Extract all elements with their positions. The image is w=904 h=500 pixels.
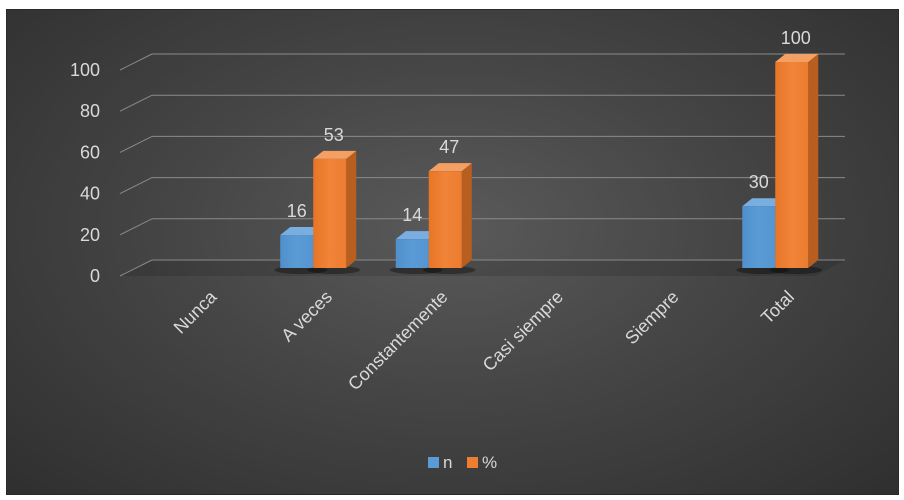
data-label: 100 xyxy=(781,28,811,48)
x-category-label: Nunca xyxy=(170,286,222,338)
bar-percent xyxy=(428,171,462,268)
data-label: 53 xyxy=(324,125,344,145)
bar-side xyxy=(346,150,357,268)
bar-top xyxy=(395,231,439,240)
x-category-label: Siempre xyxy=(621,287,683,349)
y-tick-label: 0 xyxy=(90,266,100,286)
x-category-label: Casi siempre xyxy=(479,287,567,375)
data-label: 47 xyxy=(439,137,459,157)
gridline-depth xyxy=(119,53,153,71)
x-category-label: Constantemente xyxy=(344,287,452,395)
y-tick-label: 80 xyxy=(80,101,100,121)
data-label: 30 xyxy=(749,172,769,192)
legend-swatch-n xyxy=(428,457,439,468)
gridline-depth xyxy=(119,177,153,195)
bar-top xyxy=(742,198,786,207)
chart-floor xyxy=(120,260,845,276)
legend-label: % xyxy=(482,453,497,472)
bar-side xyxy=(461,163,472,268)
bar-top xyxy=(775,54,819,62)
bar-percent xyxy=(775,62,809,268)
bar-n xyxy=(742,206,776,268)
x-category-label: A veces xyxy=(277,287,336,346)
data-label: 16 xyxy=(287,201,307,221)
legend-label: n xyxy=(443,453,452,472)
data-label: 14 xyxy=(402,205,422,225)
gridline-depth xyxy=(119,259,153,277)
bar-top xyxy=(428,163,472,172)
y-tick-label: 60 xyxy=(80,142,100,162)
bar-n xyxy=(280,235,314,268)
y-tick-label: 100 xyxy=(70,60,100,80)
bar-side xyxy=(808,54,819,268)
gridline-depth xyxy=(119,135,153,153)
gridline-depth xyxy=(119,94,153,112)
x-category-label: Total xyxy=(757,287,798,328)
bar-n xyxy=(395,239,429,268)
gridline-depth xyxy=(119,218,153,236)
y-tick-label: 20 xyxy=(80,225,100,245)
legend-swatch-percent xyxy=(467,457,478,468)
bar-top xyxy=(280,227,324,236)
bar-top xyxy=(313,150,357,159)
bar-percent xyxy=(313,158,347,268)
y-tick-label: 40 xyxy=(80,184,100,204)
